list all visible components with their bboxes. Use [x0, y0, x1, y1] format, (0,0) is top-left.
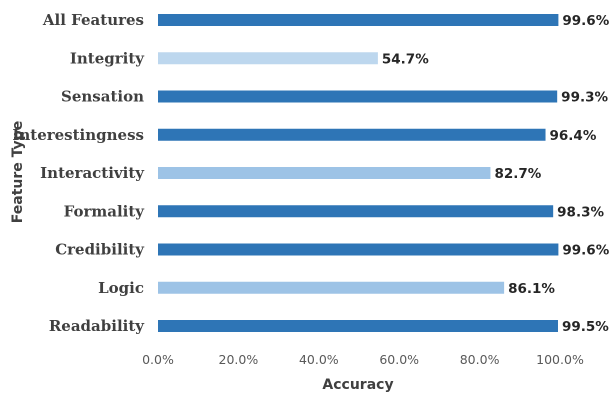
bar-credibility — [158, 243, 559, 256]
category-label-sensation: Sensation — [61, 88, 144, 106]
bar-sensation — [158, 90, 558, 103]
value-label-sensation: 99.3% — [561, 90, 608, 106]
bar-interactivity — [158, 167, 491, 179]
category-label-interestingness: Interestingness — [12, 126, 144, 144]
bars-group: All Features 99.6% Integrity 54.7% Sensation… — [12, 11, 609, 335]
value-label-credibility: 99.6% — [562, 243, 609, 259]
bar-formality — [158, 205, 554, 218]
x-axis-title: Accuracy — [322, 377, 393, 393]
x-tick-label: 0.0% — [142, 352, 174, 367]
category-label-integrity: Integrity — [70, 49, 145, 67]
category-label-readability: Readability — [49, 317, 145, 335]
value-label-interestingness: 96.4% — [550, 128, 597, 144]
category-label-formality: Formality — [64, 202, 146, 220]
value-label-interactivity: 82.7% — [494, 166, 541, 182]
bar-integrity — [158, 52, 378, 65]
bar-interestingness — [158, 128, 546, 141]
bar-logic — [158, 281, 505, 294]
value-label-formality: 98.3% — [557, 204, 604, 220]
x-tick-label: 40.0% — [299, 352, 339, 367]
bar-readability — [158, 320, 558, 332]
value-label-integrity: 54.7% — [382, 51, 429, 67]
x-tick-label: 20.0% — [219, 352, 259, 367]
value-label-readability: 99.5% — [562, 319, 609, 335]
category-label-interactivity: Interactivity — [40, 164, 145, 182]
value-label-all-features: 99.6% — [562, 13, 609, 29]
category-label-logic: Logic — [98, 279, 144, 297]
category-label-all-features: All Features — [42, 11, 144, 29]
x-tick-labels: 0.0% 20.0% 40.0% 60.0% 80.0% 100.0% — [142, 352, 584, 367]
y-axis-title: Feature Type — [10, 121, 26, 223]
x-tick-label: 60.0% — [379, 352, 419, 367]
category-label-credibility: Credibility — [55, 241, 145, 259]
x-tick-label: 80.0% — [460, 352, 500, 367]
value-label-logic: 86.1% — [508, 281, 555, 297]
bar-all-features — [158, 14, 559, 26]
x-tick-label: 100.0% — [536, 352, 584, 367]
